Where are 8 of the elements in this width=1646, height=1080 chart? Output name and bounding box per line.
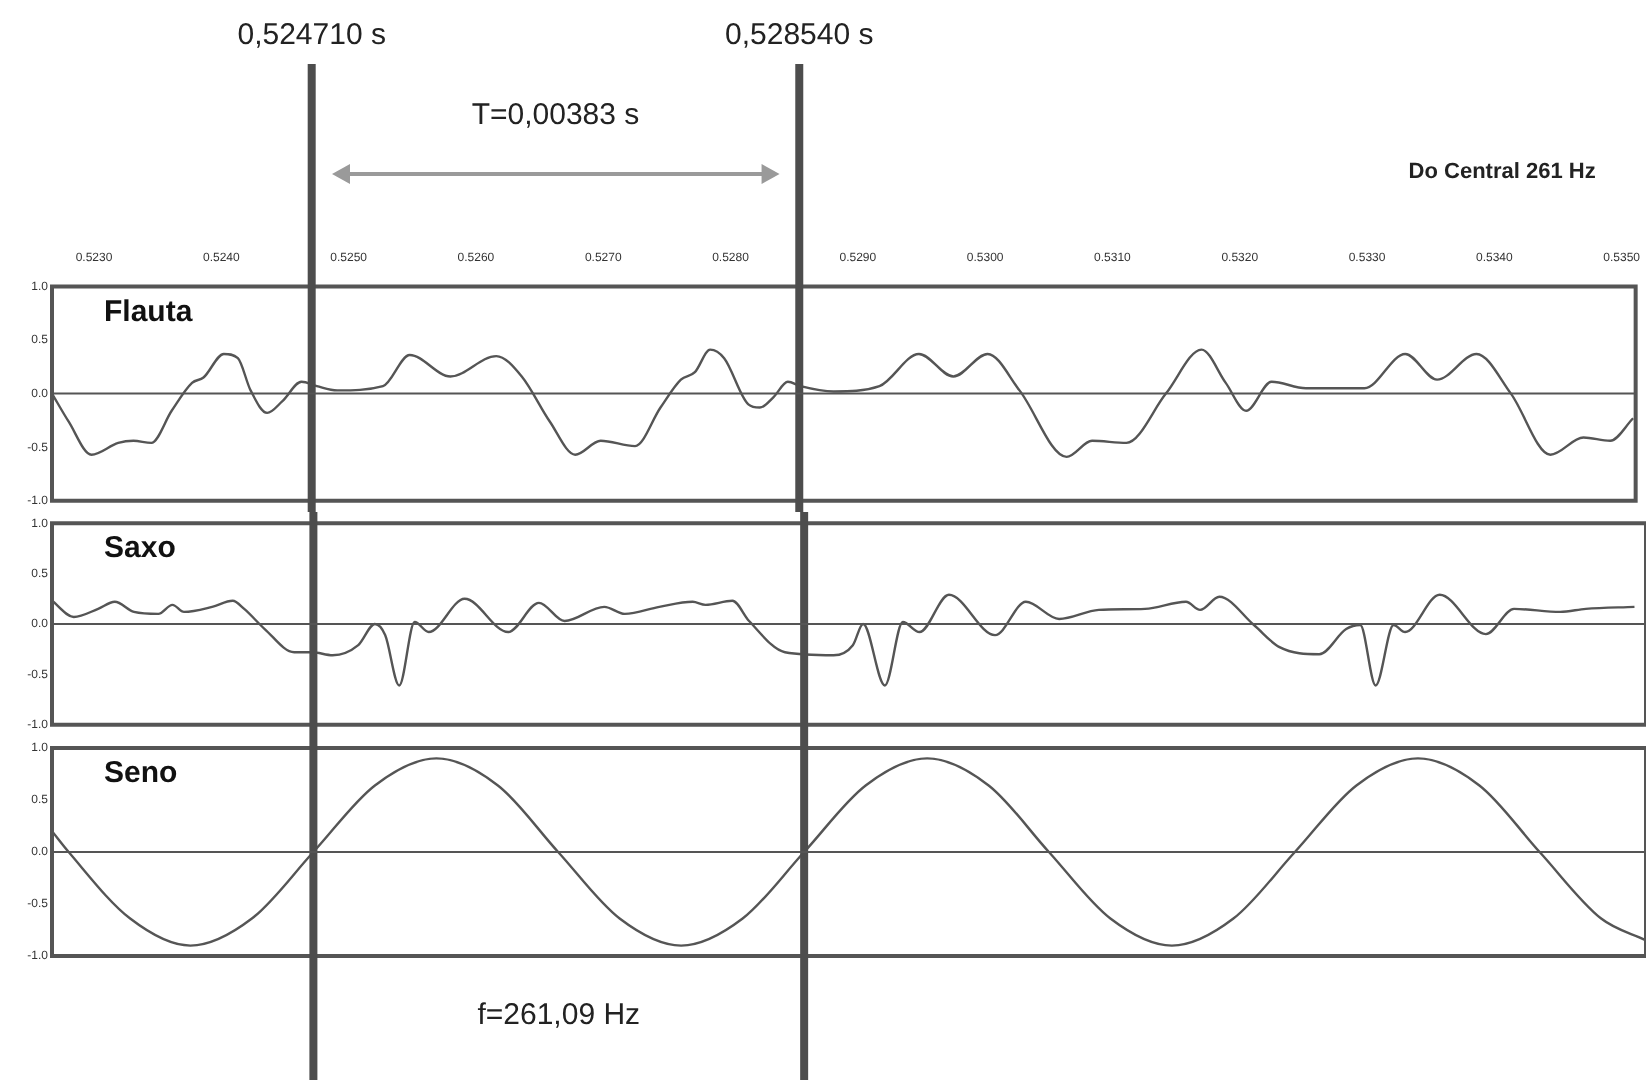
text: Do Central 261 Hz (1408, 160, 1597, 185)
chart-title: Flauta (104, 294, 194, 329)
chart-title: Seno (104, 756, 178, 791)
ref-line-label: 0,528540 s (725, 18, 874, 53)
text: T=0,00383 s (471, 98, 640, 133)
chart-title: Saxo (104, 531, 176, 566)
text: f=261,09 Hz (477, 998, 641, 1033)
ref-line-label: 0,524710 s (237, 18, 386, 53)
